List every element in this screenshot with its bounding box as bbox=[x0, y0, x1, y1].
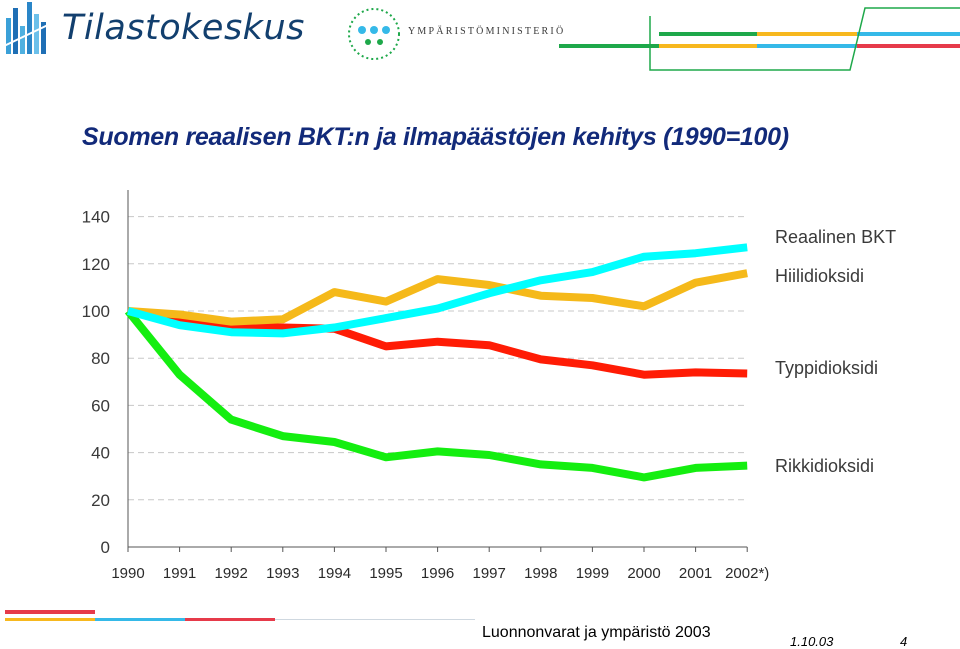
x-tick-label: 1999 bbox=[576, 565, 609, 582]
x-tick-labels: 1990 1991 1992 1993 1994 1995 1996 1997 1998 1999… bbox=[111, 565, 769, 582]
x-tick-label: 2000 bbox=[627, 565, 660, 582]
x-tick-label: 1996 bbox=[421, 565, 454, 582]
header-decoration bbox=[3, 2, 960, 71]
x-tick-label: 1994 bbox=[318, 565, 351, 582]
series-lines bbox=[124, 243, 748, 482]
series-line-hiilidioksidi bbox=[127, 269, 748, 326]
series-line-rikkidioksidi bbox=[124, 308, 748, 482]
x-tick-label: 1993 bbox=[266, 565, 299, 582]
footer-publication: Luonnonvarat ja ympäristö 2003 bbox=[482, 624, 711, 641]
y-tick-labels: 0 20 40 60 80 100 120 140 bbox=[82, 208, 110, 557]
y-tick-label: 20 bbox=[91, 491, 110, 510]
x-tick-label: 2001 bbox=[679, 565, 712, 582]
chart-title: Suomen reaalisen BKT:n ja ilmapäästöjen … bbox=[82, 123, 789, 151]
y-tick-label: 60 bbox=[91, 396, 110, 415]
axes bbox=[127, 190, 748, 552]
x-tick-label: 1995 bbox=[369, 565, 402, 582]
series-label-rikkidioksidi: Rikkidioksidi bbox=[775, 456, 875, 476]
footer-date: 1.10.03 bbox=[790, 634, 834, 649]
series-label-hiilidioksidi: Hiilidioksidi bbox=[775, 266, 865, 286]
x-tick-label: 1998 bbox=[524, 565, 557, 582]
series-line-reaalinen-bkt bbox=[126, 243, 748, 338]
series-label-bkt: Reaalinen BKT bbox=[775, 227, 897, 247]
x-tick-label: 2002*) bbox=[725, 565, 769, 582]
ministry-text: YMPÄRISTÖMINISTERIÖ bbox=[408, 26, 566, 37]
tilastokeskus-logo-icon bbox=[3, 2, 51, 54]
x-tick-label: 1997 bbox=[473, 565, 506, 582]
ministry-logo-icon bbox=[348, 8, 400, 60]
header-stripes bbox=[559, 7, 960, 71]
y-tick-label: 140 bbox=[82, 208, 110, 227]
y-tick-label: 80 bbox=[91, 349, 110, 368]
y-tick-label: 40 bbox=[91, 444, 110, 463]
footer-stripes bbox=[5, 610, 475, 621]
y-tick-label: 0 bbox=[101, 538, 110, 557]
series-line-typpidioksidi bbox=[127, 307, 748, 379]
x-tick-label: 1990 bbox=[111, 565, 144, 582]
grid-lines bbox=[128, 216, 748, 501]
logo-text: Tilastokeskus bbox=[62, 8, 305, 48]
footer-page-number: 4 bbox=[900, 634, 908, 649]
series-label-typpidioksidi: Typpidioksidi bbox=[775, 358, 879, 378]
x-tick-label: 1992 bbox=[215, 565, 248, 582]
x-tick-label: 1991 bbox=[163, 565, 196, 582]
y-tick-label: 100 bbox=[82, 302, 110, 321]
y-tick-label: 120 bbox=[82, 255, 110, 274]
